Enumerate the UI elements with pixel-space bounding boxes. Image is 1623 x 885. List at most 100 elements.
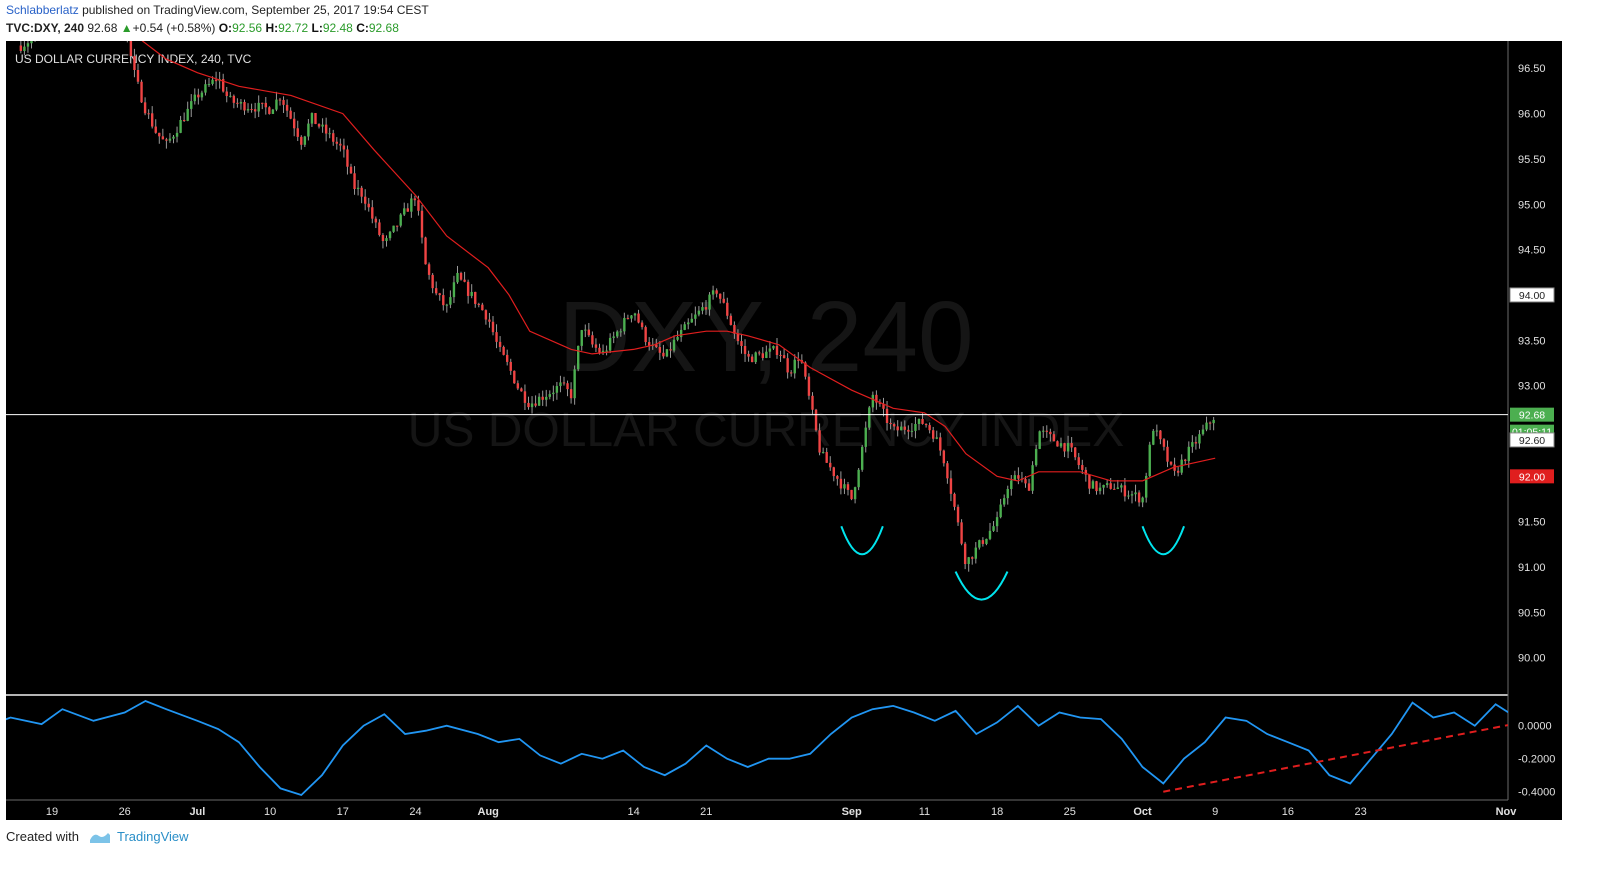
candle-body: [491, 321, 495, 333]
candle-body: [360, 187, 363, 197]
candle-body: [1088, 474, 1091, 489]
price-tick-label: 91.00: [1518, 562, 1546, 574]
candle-body: [821, 452, 825, 454]
candle-body: [1084, 469, 1088, 475]
candle-body: [747, 353, 750, 357]
candle-body: [371, 207, 374, 219]
candle-body: [179, 119, 182, 133]
candle-body: [140, 81, 143, 103]
candle-body: [853, 487, 857, 500]
candle-body: [289, 110, 292, 119]
candle-body: [1073, 447, 1077, 458]
candle-body: [548, 394, 551, 397]
candle-body: [253, 109, 257, 112]
candle-body: [26, 43, 30, 47]
footer: Created with TradingView: [6, 829, 189, 844]
candle-body: [505, 354, 509, 362]
candle-body: [399, 214, 402, 226]
candle-body: [1123, 485, 1127, 497]
candle-body: [285, 104, 289, 111]
candle-body: [1194, 442, 1198, 444]
candle-body: [367, 203, 370, 208]
candle-body: [246, 109, 250, 111]
publish-info: Schlabberlatz published on TradingView.c…: [6, 3, 429, 17]
candle-body: [1010, 480, 1013, 489]
price-pane: [6, 41, 1508, 694]
candle-body: [676, 337, 679, 340]
candle-body: [1077, 457, 1080, 466]
candle-body: [591, 335, 594, 345]
candle-body: [967, 557, 970, 565]
candle-body: [523, 391, 527, 403]
tradingview-logo-icon: [89, 832, 110, 843]
candle-body: [1187, 446, 1190, 462]
candle-body: [449, 297, 452, 305]
candle-body: [580, 330, 583, 346]
candle-body: [594, 344, 598, 348]
candle-body: [335, 141, 338, 144]
candle-body: [900, 426, 903, 431]
candle-body: [459, 272, 463, 280]
oscillator-line: [6, 700, 1508, 797]
candle-body: [825, 452, 828, 463]
oscillator-trendline: [1163, 724, 1508, 793]
price-label-9260-box: [1509, 432, 1555, 448]
candle-body: [971, 557, 974, 559]
candle-body: [985, 538, 988, 544]
candle-body: [704, 307, 708, 310]
candle-body: [1205, 422, 1208, 430]
candle-body: [1169, 461, 1173, 465]
candle-body: [1176, 470, 1180, 473]
price-tick-label: 96.00: [1518, 109, 1546, 121]
candle-body: [630, 315, 633, 319]
change-value: +0.54 (+0.58%): [132, 21, 216, 35]
candle-body: [708, 294, 711, 310]
open-value: 92.56: [232, 21, 263, 35]
candle-body: [1038, 431, 1041, 449]
time-tick-label: Nov: [1496, 806, 1518, 818]
candle-body: [186, 108, 189, 121]
candle-body: [182, 119, 186, 121]
candle-body: [743, 346, 747, 354]
candle-body: [892, 424, 896, 427]
ma-value-label: 92.00: [1519, 471, 1545, 483]
tradingview-link[interactable]: TradingView: [116, 829, 189, 844]
candle-body: [633, 313, 637, 316]
candle-body: [804, 362, 807, 377]
candle-body: [385, 238, 388, 242]
candle-body: [424, 237, 427, 265]
candle-body: [207, 83, 211, 85]
candle-body: [346, 149, 349, 167]
price-label-9260: 92.60: [1519, 435, 1545, 447]
candle-body: [388, 231, 392, 239]
candle-body: [726, 302, 729, 316]
candle-body: [843, 484, 846, 489]
author-link[interactable]: Schlabberlatz: [6, 3, 79, 17]
candle-body: [392, 225, 395, 232]
candle-body: [381, 234, 385, 242]
candle-body: [541, 396, 544, 400]
candle-body: [257, 102, 260, 112]
candle-body: [456, 272, 459, 283]
candle-body: [992, 526, 995, 531]
candle-body: [878, 402, 882, 404]
time-tick-label: Oct: [1133, 806, 1152, 818]
candle-body: [953, 493, 956, 507]
time-tick-label: 26: [119, 806, 131, 818]
candle-body: [1105, 483, 1109, 485]
candle-body: [1208, 422, 1212, 424]
pattern-arc: [954, 571, 1009, 601]
candle-body: [1017, 475, 1020, 479]
candle-body: [1134, 492, 1137, 495]
candle-body: [871, 394, 875, 408]
time-tick-label: Aug: [478, 806, 499, 818]
published-text: published on TradingView.com, September …: [82, 3, 429, 17]
chart-container[interactable]: DXY, 240 US DOLLAR CURRENCY INDEX US DOLLA…: [6, 41, 1562, 820]
time-axis-bar: [6, 800, 1508, 820]
candle-body: [1144, 476, 1148, 498]
candle-body: [150, 113, 154, 127]
candle-body: [1198, 434, 1201, 444]
candle-body: [264, 102, 267, 108]
candle-body: [520, 388, 523, 392]
